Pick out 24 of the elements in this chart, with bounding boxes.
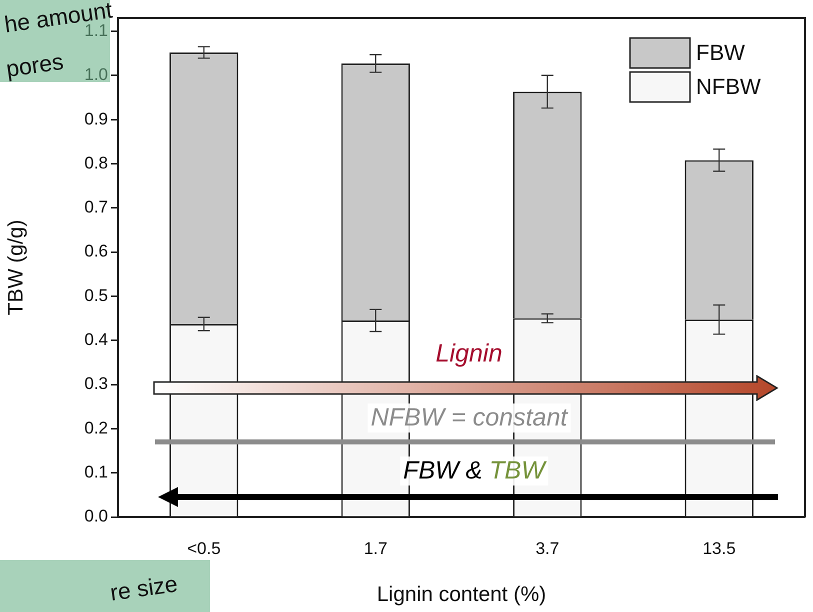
x-tick-label: 3.7	[536, 538, 560, 558]
y-tick-label: 0.6	[84, 242, 108, 261]
text: re size	[108, 570, 180, 607]
y-tick-label: 0.7	[84, 198, 108, 217]
y-axis-title: TBW (g/g)	[4, 220, 28, 316]
legend-label: NFBW	[696, 74, 761, 100]
x-tick-label: 1.7	[364, 538, 388, 558]
annotation: Lignin	[432, 339, 506, 368]
y-tick-label: 0.1	[84, 462, 108, 482]
y-tick-label: 0.8	[84, 153, 108, 172]
legend-label: FBW	[696, 40, 746, 66]
x-tick-label: 13.5	[702, 538, 736, 558]
ref-line-label: NFBW = constant	[368, 403, 570, 432]
y-tick-label: 0.9	[84, 109, 108, 128]
y-tick-label: 0.2	[84, 418, 108, 438]
text: pores	[4, 48, 66, 83]
x-tick-label: <0.5	[187, 538, 221, 558]
y-tick-label: 0.0	[84, 506, 108, 526]
x-axis-title: Lignin content (%)	[376, 583, 546, 606]
y-tick-label: 1.0	[84, 65, 108, 84]
y-tick-label: 0.5	[84, 286, 108, 305]
y-tick-label: 0.3	[84, 374, 108, 394]
annotation: FBW & TBW	[403, 456, 545, 484]
y-tick-label: 0.4	[84, 330, 108, 350]
